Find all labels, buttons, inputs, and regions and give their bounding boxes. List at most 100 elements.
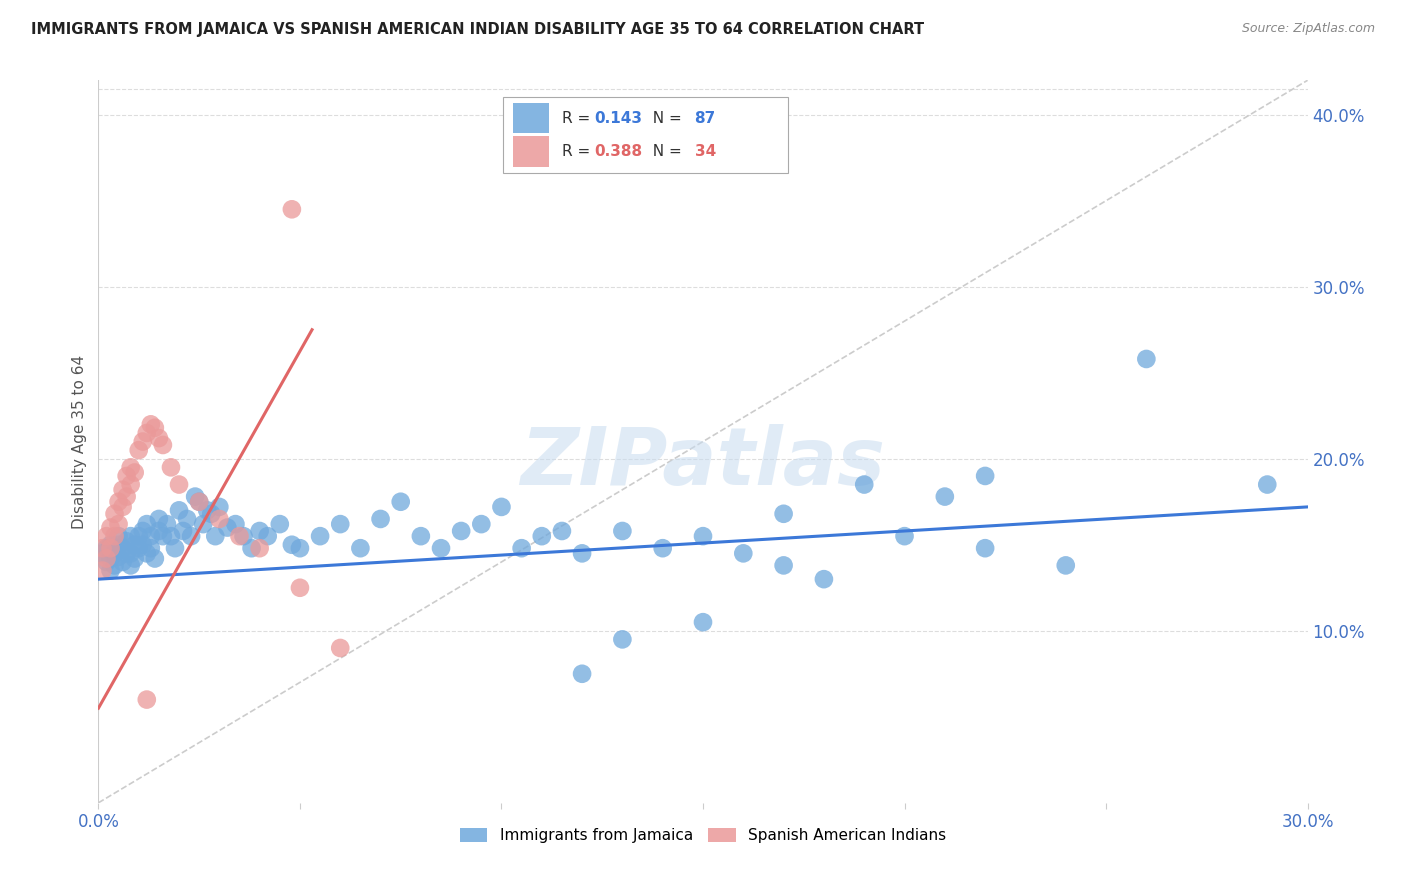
Point xyxy=(329,640,352,655)
Point xyxy=(228,529,250,543)
Point xyxy=(152,529,174,543)
Point xyxy=(430,541,453,556)
Point xyxy=(200,507,222,521)
Point xyxy=(120,546,142,560)
Point xyxy=(208,512,231,526)
Point xyxy=(135,517,157,532)
Y-axis label: Disability Age 35 to 64: Disability Age 35 to 64 xyxy=(72,354,87,529)
Point xyxy=(156,517,179,532)
Point xyxy=(143,421,166,435)
Point xyxy=(115,546,138,560)
Point xyxy=(139,541,162,556)
Point xyxy=(232,529,254,543)
Point xyxy=(692,615,714,630)
Point xyxy=(135,425,157,440)
Text: N =: N = xyxy=(643,111,686,126)
Point xyxy=(111,555,134,569)
Point xyxy=(103,558,125,573)
Point xyxy=(135,546,157,560)
Point xyxy=(100,564,122,578)
Point xyxy=(128,541,150,556)
Point xyxy=(893,529,915,543)
Point xyxy=(1054,558,1077,573)
Point xyxy=(288,541,311,556)
Point xyxy=(813,572,835,586)
Point xyxy=(120,460,142,475)
Point xyxy=(120,529,142,543)
Point xyxy=(120,477,142,491)
Point xyxy=(132,524,155,538)
Point xyxy=(389,494,412,508)
Point xyxy=(1256,477,1278,491)
Point xyxy=(107,538,129,552)
Point xyxy=(107,529,129,543)
Point xyxy=(139,529,162,543)
Point xyxy=(450,524,472,538)
Legend: Immigrants from Jamaica, Spanish American Indians: Immigrants from Jamaica, Spanish America… xyxy=(454,822,952,849)
Point xyxy=(115,490,138,504)
Point xyxy=(107,549,129,564)
Point xyxy=(184,490,207,504)
Point xyxy=(115,534,138,549)
Point xyxy=(160,529,183,543)
Point xyxy=(651,541,673,556)
Bar xyxy=(513,136,550,167)
Text: R =: R = xyxy=(561,144,595,159)
Point xyxy=(167,477,190,491)
Point xyxy=(91,564,114,578)
Point xyxy=(772,507,794,521)
Point xyxy=(571,666,593,681)
Point xyxy=(111,541,134,556)
Point xyxy=(143,551,166,566)
Point xyxy=(195,503,218,517)
Point xyxy=(934,490,956,504)
Point xyxy=(269,517,291,532)
Point xyxy=(107,517,129,532)
Point xyxy=(409,529,432,543)
Point xyxy=(692,529,714,543)
Point xyxy=(96,555,118,569)
Point xyxy=(772,558,794,573)
Point xyxy=(111,500,134,514)
Point xyxy=(309,529,332,543)
Point xyxy=(188,494,211,508)
Point xyxy=(115,469,138,483)
Point xyxy=(96,541,118,556)
Point xyxy=(91,546,114,560)
Point xyxy=(240,541,263,556)
Point xyxy=(180,529,202,543)
Point xyxy=(139,417,162,432)
Point xyxy=(172,524,194,538)
Point xyxy=(100,551,122,566)
Point xyxy=(329,517,352,532)
Point xyxy=(733,546,755,560)
Point xyxy=(124,466,146,480)
Text: Source: ZipAtlas.com: Source: ZipAtlas.com xyxy=(1241,22,1375,36)
Point xyxy=(217,520,239,534)
Point xyxy=(853,477,876,491)
Point xyxy=(551,524,574,538)
Point xyxy=(470,517,492,532)
Point xyxy=(148,431,170,445)
Text: 0.388: 0.388 xyxy=(595,144,643,159)
Point xyxy=(148,512,170,526)
Point xyxy=(224,517,246,532)
Point xyxy=(107,494,129,508)
Point xyxy=(103,546,125,560)
Point xyxy=(128,443,150,458)
Point xyxy=(120,558,142,573)
Point xyxy=(111,483,134,497)
Point xyxy=(132,538,155,552)
Point xyxy=(103,529,125,543)
Point xyxy=(152,438,174,452)
Point xyxy=(100,541,122,556)
Point xyxy=(148,524,170,538)
Point xyxy=(249,541,271,556)
Point xyxy=(256,529,278,543)
Point xyxy=(208,500,231,514)
Point xyxy=(193,517,215,532)
Point xyxy=(96,551,118,566)
Point xyxy=(370,512,392,526)
Point xyxy=(530,529,553,543)
Text: 34: 34 xyxy=(695,144,716,159)
